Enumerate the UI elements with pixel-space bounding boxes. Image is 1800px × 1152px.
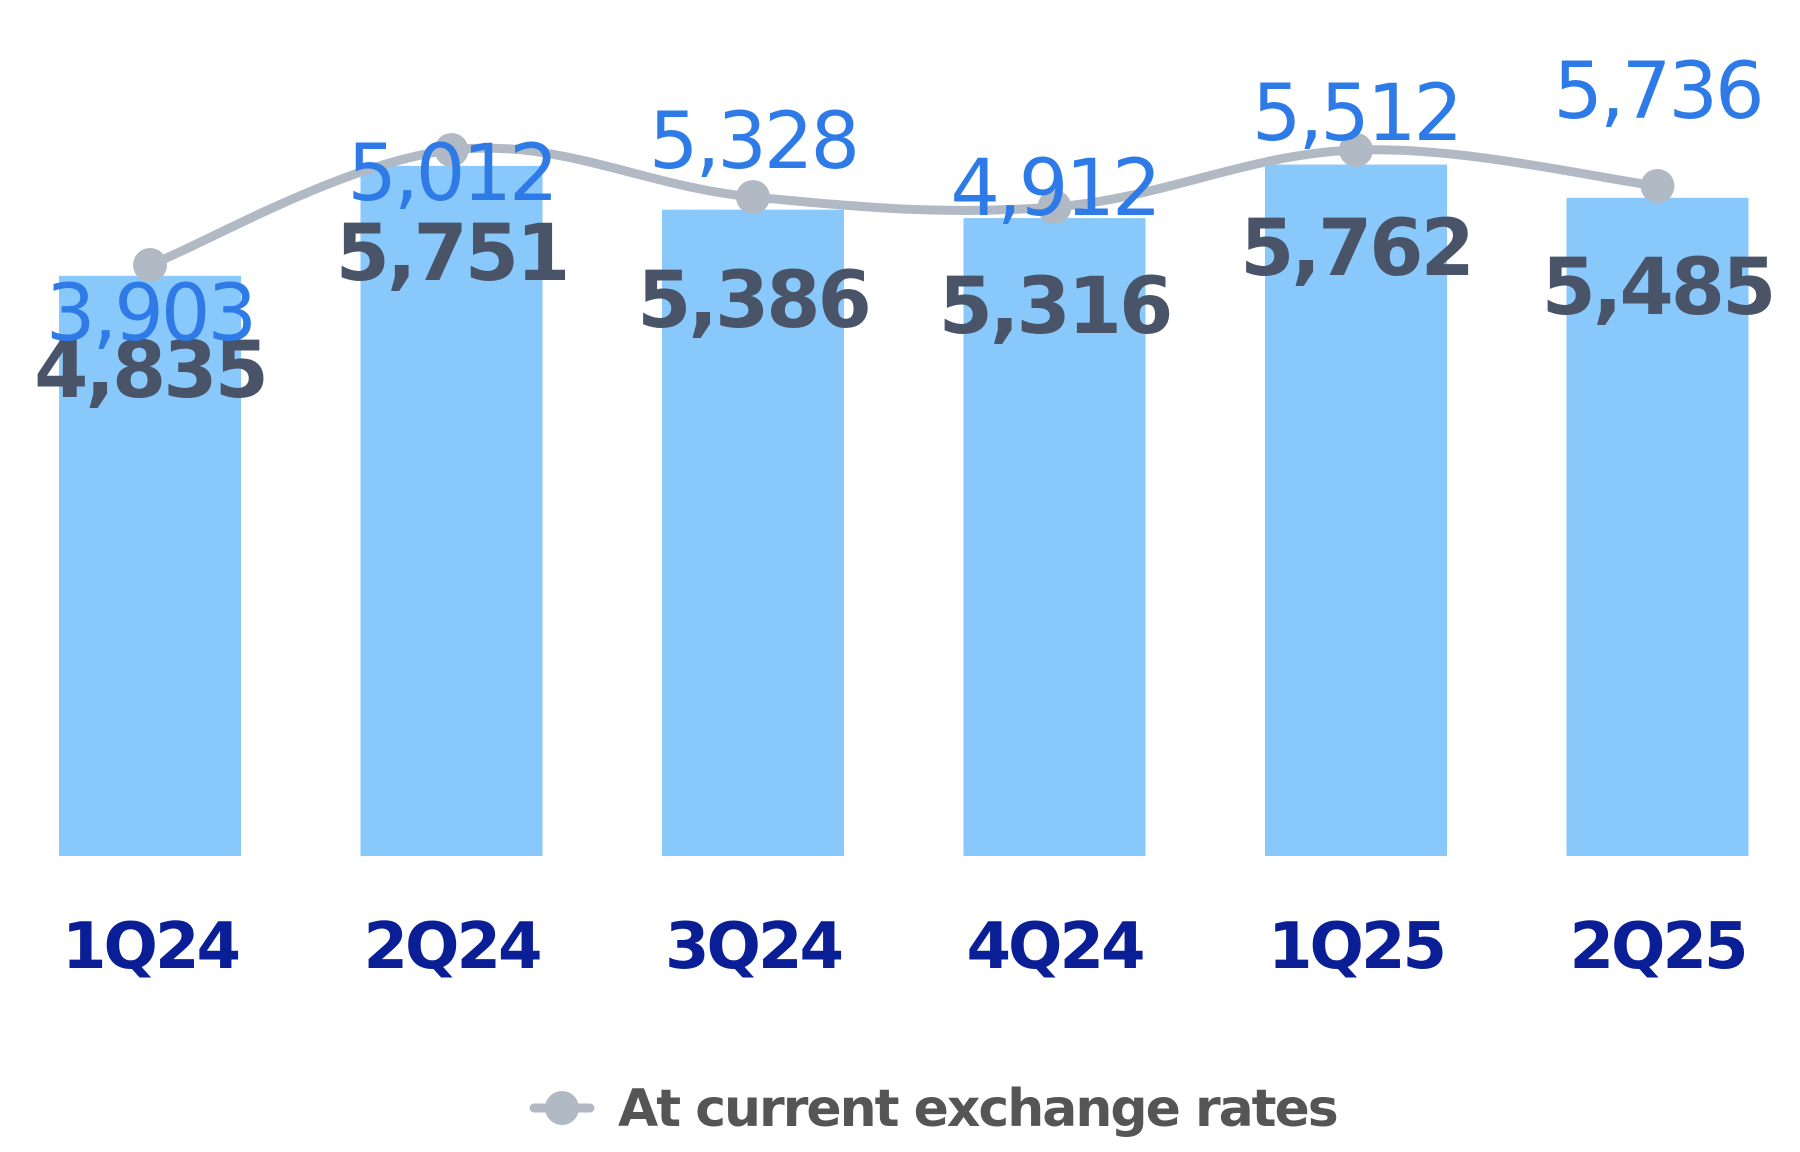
legend-label: At current exchange rates	[618, 1079, 1337, 1139]
line-value-label: 5,012	[347, 129, 555, 219]
series-line-current-exchange-rates	[145, 143, 1662, 270]
line-point-1q25	[1339, 133, 1373, 167]
category-label-2q24: 2Q24	[364, 910, 540, 984]
bar-value-label: 4,835	[34, 326, 266, 416]
line-point-4q24	[1037, 190, 1072, 224]
line-value-label: 3,903	[46, 269, 254, 359]
category-label-1q24: 1Q24	[62, 910, 238, 984]
line-point-2q24	[434, 133, 469, 167]
category-label-2q25: 2Q25	[1570, 910, 1746, 984]
line-layer	[133, 133, 1675, 282]
bars-layer	[59, 164, 1749, 857]
line-value-label: 5,736	[1553, 47, 1761, 137]
bar-3q24	[662, 209, 844, 856]
bar-2q25	[1566, 197, 1749, 857]
line-value-label: 5,328	[649, 97, 857, 187]
category-labels: 1Q24 2Q24 3Q24 4Q24 1Q25 2Q25	[62, 910, 1749, 984]
category-label-3q24: 3Q24	[665, 910, 841, 984]
bar-1q24	[59, 275, 241, 856]
line-point-3q24	[736, 180, 770, 214]
bar-value-label: 5,762	[1240, 204, 1472, 294]
legend: At current exchange rates	[529, 1079, 1339, 1139]
line-value-label: 4,912	[950, 144, 1158, 234]
legend-marker-icon	[545, 1091, 579, 1125]
category-label-4q24: 4Q24	[967, 910, 1143, 984]
bar-value-label: 5,751	[336, 209, 568, 299]
bar-value-label: 5,316	[939, 262, 1171, 352]
line-point-2q25	[1640, 169, 1675, 203]
bar-value-label: 5,386	[637, 256, 869, 346]
bar-1q25	[1265, 164, 1447, 856]
labels-layer: 4,835 5,751 5,386 5,316 5,762 5,485 3,903 5,012…	[34, 47, 1776, 416]
line-value-label: 5,512	[1252, 69, 1460, 159]
bar-4q24	[963, 218, 1146, 856]
bar-2q24	[360, 165, 543, 856]
line-point-1q24	[133, 248, 167, 282]
bar-value-label: 5,485	[1542, 243, 1774, 333]
category-label-1q25: 1Q25	[1268, 910, 1444, 984]
